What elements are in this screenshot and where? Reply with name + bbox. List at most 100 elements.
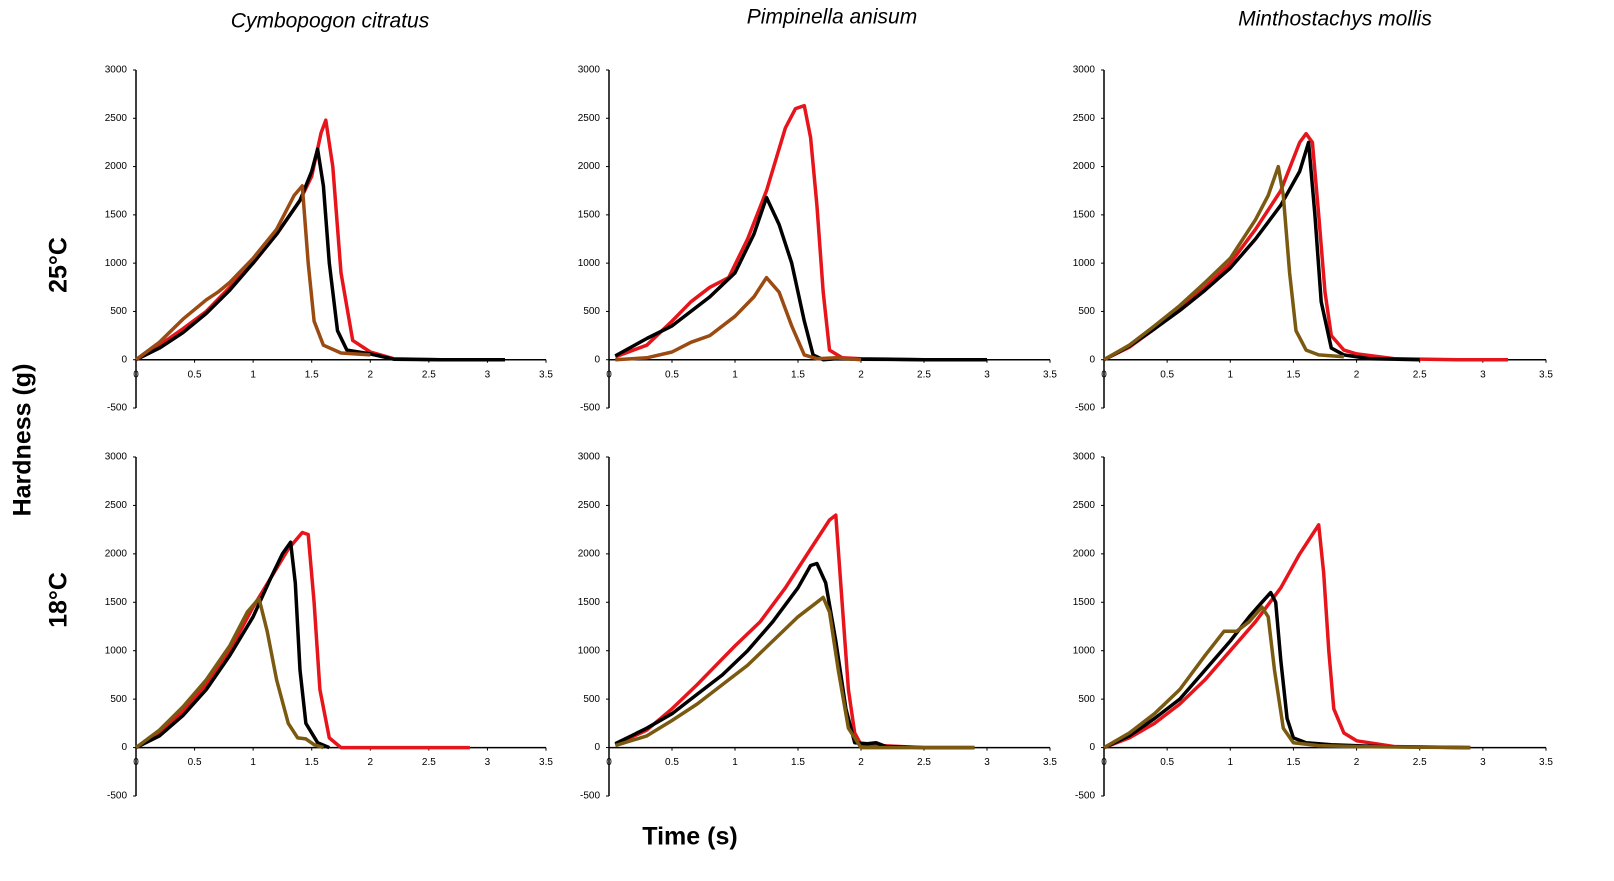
- y-tick-label: 500: [583, 694, 600, 705]
- x-tick-label: 3.5: [1539, 757, 1553, 768]
- y-tick-label: 3000: [1073, 65, 1096, 76]
- x-tick-label: 2.5: [422, 757, 436, 768]
- data-line: [135, 540, 330, 750]
- data-line: [135, 147, 505, 362]
- x-tick-label: 1.5: [305, 369, 319, 380]
- y-tick-label: 2500: [105, 113, 128, 124]
- data-line: [1103, 140, 1420, 362]
- y-tick-label: 500: [1078, 694, 1095, 705]
- x-tick-label: 0: [1101, 757, 1107, 768]
- x-tick-label: 2: [368, 369, 374, 380]
- x-tick-label: 3: [984, 369, 990, 380]
- x-tick-label: 0.5: [665, 369, 679, 380]
- x-tick-label: 2.5: [1413, 757, 1427, 768]
- y-tick-label: 0: [594, 354, 600, 365]
- y-tick-label: 500: [1078, 306, 1095, 317]
- x-tick-label: 0: [606, 757, 612, 768]
- y-tick-label: 1000: [578, 258, 601, 269]
- y-tick-label: 2000: [578, 161, 601, 172]
- x-tick-label: 1: [732, 757, 738, 768]
- x-tick-label: 0.5: [188, 757, 202, 768]
- data-line: [614, 195, 987, 362]
- x-tick-label: 3: [1480, 369, 1486, 380]
- y-tick-label: 1500: [105, 597, 128, 608]
- data-line: [1103, 164, 1345, 362]
- y-tick-label: 3000: [105, 65, 128, 76]
- x-tick-label: 2: [1354, 757, 1360, 768]
- y-tick-label: 3000: [1073, 452, 1096, 463]
- row-label: 25°C: [45, 237, 73, 293]
- y-tick-label: 1500: [105, 209, 128, 220]
- x-tick-label: 1: [1228, 369, 1234, 380]
- x-tick-label: 3.5: [539, 757, 553, 768]
- y-tick-label: 0: [594, 742, 600, 753]
- y-tick-label: 2500: [1073, 113, 1096, 124]
- data-line: [1103, 605, 1471, 750]
- row-label: 18°C: [45, 572, 73, 628]
- data-line: [614, 561, 975, 750]
- x-tick-label: 3.5: [1539, 369, 1553, 380]
- x-tick-label: 1.5: [1286, 369, 1300, 380]
- y-tick-label: 2500: [105, 500, 128, 511]
- y-tick-label: -500: [107, 403, 127, 414]
- x-tick-label: 2: [1354, 369, 1360, 380]
- y-tick-label: 1000: [578, 645, 601, 656]
- data-line: [614, 103, 975, 362]
- x-tick-label: 1.5: [1286, 757, 1300, 768]
- x-tick-label: 3: [1480, 757, 1486, 768]
- x-tick-label: 2: [858, 757, 864, 768]
- y-tick-label: 500: [583, 306, 600, 317]
- x-tick-label: 0.5: [1160, 757, 1174, 768]
- y-tick-label: 1000: [1073, 645, 1096, 656]
- y-tick-label: 0: [121, 742, 127, 753]
- x-tick-label: 3.5: [1043, 757, 1057, 768]
- x-tick-label: 0: [133, 369, 139, 380]
- x-tick-label: 0: [1101, 369, 1107, 380]
- y-tick-label: 0: [1089, 354, 1095, 365]
- column-title: Pimpinella anisum: [747, 6, 917, 29]
- y-tick-label: 1500: [1073, 209, 1096, 220]
- y-tick-label: 2500: [578, 500, 601, 511]
- y-tick-label: -500: [580, 791, 600, 802]
- data-line: [1103, 523, 1471, 750]
- x-tick-label: 0.5: [1160, 369, 1174, 380]
- y-tick-label: -500: [1075, 403, 1095, 414]
- y-tick-label: 0: [121, 354, 127, 365]
- data-line: [135, 530, 470, 750]
- y-tick-label: 1500: [578, 209, 601, 220]
- y-tick-label: 2500: [1073, 500, 1096, 511]
- column-title: Cymbopogon citratus: [231, 10, 430, 33]
- data-line: [1103, 131, 1509, 362]
- x-axis-label: Time (s): [642, 823, 737, 851]
- x-tick-label: 3: [485, 369, 491, 380]
- y-tick-label: 2000: [105, 161, 128, 172]
- x-tick-label: 3: [485, 757, 491, 768]
- x-tick-label: 1: [250, 369, 256, 380]
- data-line: [615, 275, 862, 362]
- x-tick-label: 2: [858, 369, 864, 380]
- y-tick-label: 500: [110, 694, 127, 705]
- y-tick-label: -500: [1075, 791, 1095, 802]
- y-tick-label: 1500: [1073, 597, 1096, 608]
- column-title: Minthostachys mollis: [1238, 8, 1432, 31]
- y-tick-label: -500: [580, 403, 600, 414]
- y-tick-label: 2000: [578, 548, 601, 559]
- y-tick-label: 1500: [578, 597, 601, 608]
- y-tick-label: 3000: [105, 452, 128, 463]
- x-tick-label: 0: [133, 757, 139, 768]
- x-tick-label: 0.5: [188, 369, 202, 380]
- x-tick-label: 3.5: [1043, 369, 1057, 380]
- y-axis-label: Hardness (g): [9, 364, 37, 517]
- x-tick-label: 0: [606, 369, 612, 380]
- data-line: [134, 184, 371, 362]
- x-tick-label: 2.5: [917, 369, 931, 380]
- y-tick-label: 2000: [105, 548, 128, 559]
- y-tick-label: 2000: [1073, 161, 1096, 172]
- x-tick-label: 1.5: [791, 369, 805, 380]
- y-tick-label: 2500: [578, 113, 601, 124]
- x-tick-label: 2.5: [1413, 369, 1427, 380]
- y-tick-label: 1000: [1073, 258, 1096, 269]
- x-tick-label: 2: [368, 757, 374, 768]
- x-tick-label: 3.5: [539, 369, 553, 380]
